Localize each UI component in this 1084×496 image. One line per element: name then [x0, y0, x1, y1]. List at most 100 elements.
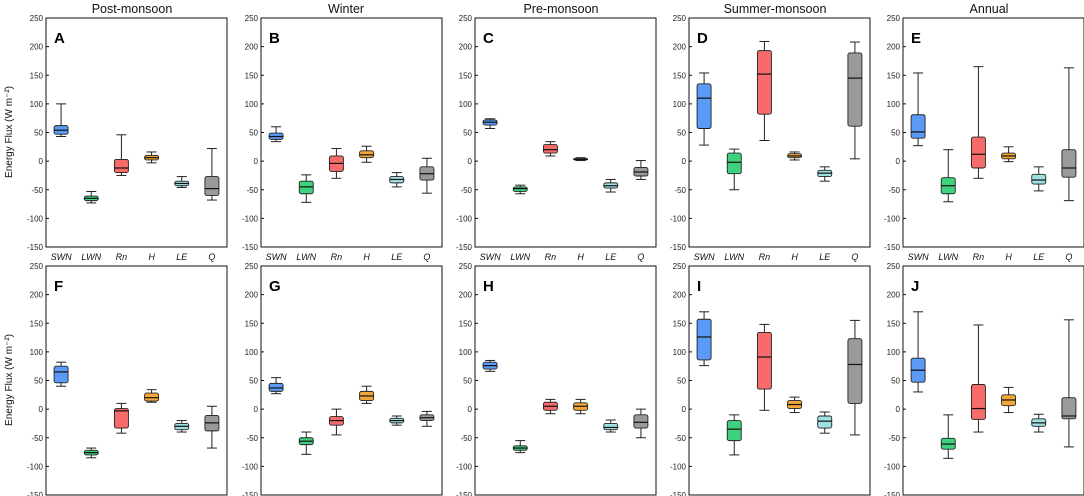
y-tick-label: 50 [677, 377, 686, 386]
y-tick-label: -100 [884, 462, 901, 471]
box-lwn [940, 414, 956, 459]
box-h [787, 151, 803, 161]
box-le [817, 166, 833, 182]
box-swn [53, 361, 69, 387]
category-label: H [1005, 252, 1012, 262]
box-swn [482, 118, 498, 129]
y-tick-label: -100 [242, 462, 259, 471]
category-label: LWN [296, 252, 316, 262]
box-q [633, 408, 649, 439]
y-tick-label: 150 [30, 71, 44, 80]
box-le [603, 178, 619, 193]
box-q [1061, 319, 1077, 448]
panel-letter: J [911, 278, 919, 295]
y-tick-label: 250 [887, 262, 901, 271]
box-h [144, 389, 160, 403]
category-label: Q [851, 252, 858, 262]
y-tick-label: -50 [674, 434, 686, 443]
y-tick-label: 0 [39, 405, 44, 414]
y-tick-label: 200 [673, 43, 687, 52]
box-q [847, 41, 863, 160]
box-iqr [696, 318, 712, 361]
box-iqr [1031, 173, 1047, 185]
y-tick-label: 0 [682, 405, 687, 414]
box-rn [970, 66, 986, 179]
y-tick-label: 0 [682, 157, 687, 166]
plot-frame [902, 17, 1084, 248]
box-h [144, 151, 160, 164]
y-tick-label: 0 [254, 405, 259, 414]
y-tick-label: 100 [459, 100, 473, 109]
category-label: LE [1033, 252, 1045, 262]
y-tick-label: 250 [459, 262, 473, 271]
panel-letter: F [54, 278, 63, 295]
y-tick-label: 50 [249, 377, 258, 386]
panel-letter: H [483, 278, 494, 295]
box-q [847, 319, 863, 436]
box-rn [970, 324, 986, 433]
box-le [603, 419, 619, 433]
box-le [1031, 166, 1047, 192]
y-tick-label: -100 [670, 462, 687, 471]
plot-frame [902, 265, 1084, 496]
y-tick-label: -150 [456, 243, 473, 252]
y-tick-label: 0 [39, 157, 44, 166]
y-tick-label: 150 [245, 71, 259, 80]
category-label: H [363, 252, 370, 262]
category-label: Q [1065, 252, 1072, 262]
category-label: Rn [116, 252, 128, 262]
box-iqr [113, 408, 129, 429]
box-iqr [1061, 149, 1077, 178]
season-title-pre-monsoon: Pre-monsoon [523, 2, 598, 16]
box-iqr [756, 331, 772, 390]
season-title-summer-monsoon: Summer-monsoon [724, 2, 827, 16]
y-tick-label: 150 [887, 319, 901, 328]
panel-letter: G [269, 278, 281, 295]
y-tick-label: -100 [27, 214, 44, 223]
y-tick-label: 0 [896, 405, 901, 414]
y-tick-label: 100 [673, 348, 687, 357]
box-lwn [298, 431, 314, 455]
y-tick-label: 200 [673, 291, 687, 300]
box-q [1061, 67, 1077, 202]
box-swn [910, 72, 926, 147]
category-label: SWN [51, 252, 72, 262]
y-tick-label: -100 [456, 462, 473, 471]
category-label: SWN [266, 252, 287, 262]
y-tick-label: -50 [888, 434, 900, 443]
season-title-post-monsoon: Post-monsoon [92, 2, 173, 16]
box-h [359, 145, 375, 163]
box-rn [542, 141, 558, 157]
y-tick-label: -50 [246, 434, 258, 443]
box-rn [756, 323, 772, 411]
box-q [204, 405, 220, 449]
box-swn [910, 311, 926, 393]
y-tick-label: 100 [30, 348, 44, 357]
panel-b: 250 200 150 100 50 0 -50 -100 -150 B SWN LWN Rn H LE Q [242, 14, 443, 262]
y-tick-label: 200 [245, 43, 259, 52]
box-rn [328, 408, 344, 436]
box-le [1031, 413, 1047, 433]
panel-e: 250 200 150 100 50 0 -50 -100 -150 E SWN LWN Rn H LE Q [884, 14, 1084, 262]
plot-frame [688, 17, 871, 248]
y-tick-label: -150 [242, 243, 259, 252]
category-label: Rn [759, 252, 771, 262]
box-iqr [847, 52, 863, 127]
y-tick-label: 250 [245, 14, 259, 23]
season-title-winter: Winter [328, 2, 364, 16]
category-label: LE [391, 252, 403, 262]
box-swn [696, 72, 712, 146]
box-iqr [603, 422, 619, 431]
box-swn [268, 377, 284, 395]
box-lwn [726, 414, 742, 456]
y-tick-label: -50 [460, 186, 472, 195]
category-label: SWN [694, 252, 715, 262]
panel-letter: B [269, 30, 280, 47]
box-lwn [83, 190, 99, 204]
y-tick-label: 0 [468, 405, 473, 414]
box-h [1001, 146, 1017, 163]
